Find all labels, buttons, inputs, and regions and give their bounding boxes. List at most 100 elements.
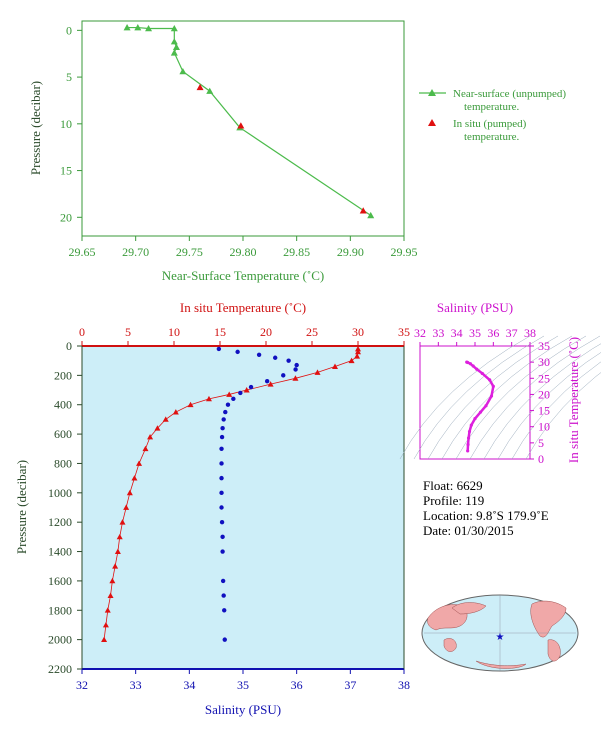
near-surface-point (145, 24, 153, 32)
salinity-point (293, 367, 298, 372)
float-info-block: Float: 6629 Profile: 119 Location: 9.8˚S 1… (423, 478, 549, 538)
ts-y-tick-label: 5 (538, 436, 544, 450)
profile-plot-background (82, 346, 404, 669)
near-surface-line (127, 26, 372, 216)
map-float-marker: ★ (496, 632, 505, 643)
salinity-point (219, 505, 224, 510)
temperature-point (162, 416, 169, 422)
temperature-point (102, 621, 109, 628)
top-x-tick-label: 29.85 (283, 245, 310, 259)
legend-label-near-surface: Near-surface (unpumped) (453, 88, 566, 100)
ts-diagram: 32 33 34 35 36 37 38 0 5 10 15 20 25 30 35 Salinity (… (399, 300, 601, 466)
top-x-label: Near-Surface Temperature (˚C) (162, 268, 324, 283)
profile-y-tick-label: 0 (66, 339, 72, 353)
ts-point (484, 404, 488, 408)
ts-point (473, 417, 477, 421)
salinity-point (219, 446, 224, 451)
salinity-tick-label: 37 (344, 678, 356, 692)
salinity-point (223, 409, 228, 415)
temperature-line (103, 348, 359, 640)
ts-point (478, 410, 483, 414)
top-y-label: Pressure (decibar) (28, 81, 43, 175)
ts-y-axis: 0 5 10 15 20 25 30 35 (530, 339, 550, 466)
temperature-point (112, 563, 119, 569)
isopycnal-line (455, 335, 587, 460)
salinity-tick-label: 36 (291, 678, 303, 692)
temperature-point (348, 357, 355, 364)
ts-y-tick-label: 15 (538, 404, 550, 418)
salinity-tick-label: 34 (183, 678, 195, 692)
ts-y-tick-label: 30 (538, 355, 550, 369)
salinity-point (273, 355, 278, 360)
top-series-group (123, 24, 375, 219)
salinity-point (219, 490, 224, 496)
temperature-point (332, 363, 338, 369)
ts-point (480, 371, 484, 376)
salinity-point (225, 402, 231, 407)
ts-point (467, 429, 472, 434)
top-y-tick-label: 20 (60, 210, 72, 224)
legend-label-near-surface-2: temperature. (464, 101, 520, 113)
temperature-point (187, 401, 194, 408)
profile-series-group (101, 345, 361, 643)
temperature-point (205, 395, 212, 402)
isopycnal-line (497, 351, 601, 460)
ts-y-tick-label: 20 (538, 387, 550, 401)
in-situ-point (196, 83, 204, 91)
temperature-point (104, 607, 111, 613)
temperature-tick-label: 25 (306, 325, 318, 339)
salinity-point (220, 549, 225, 554)
map-land-australia (443, 638, 457, 652)
profile-chart: 0200400600800100012001400160018002000220… (14, 300, 410, 717)
salinity-point (219, 475, 224, 481)
salinity-point (294, 362, 299, 368)
top-x-tick-label: 29.90 (337, 245, 364, 259)
temperature-point (131, 475, 138, 481)
temperature-point (147, 434, 154, 440)
ts-x-tick-label: 38 (524, 326, 536, 340)
salinity-point (256, 352, 262, 358)
top-y-tick-label: 15 (60, 164, 72, 178)
profile-y-tick-label: 1200 (48, 515, 72, 529)
near-surface-point (170, 38, 178, 45)
salinity-point (220, 534, 225, 540)
map-land-north-america (530, 600, 567, 638)
temperature-tick-label: 20 (260, 325, 272, 339)
float-location: Location: 9.8˚S 179.9˚E (423, 508, 549, 523)
ts-isopycnal-lines (399, 335, 601, 460)
isopycnal-line (413, 335, 545, 460)
ts-y-tick-label: 10 (538, 420, 550, 434)
temperature-point (355, 348, 361, 355)
temperature-point (109, 577, 116, 584)
top-x-tick-label: 29.65 (69, 245, 96, 259)
ts-series-group (465, 360, 495, 453)
ts-point (471, 364, 475, 368)
map-land-siberia (451, 602, 487, 615)
legend-marker-in-situ (428, 119, 436, 126)
in-situ-point (237, 122, 245, 129)
temperature-point (116, 533, 123, 540)
top-x-axis: 29.65 29.70 29.75 29.80 29.85 29.90 29.95 (69, 236, 418, 259)
ts-point (491, 384, 495, 388)
salinity-point (220, 578, 226, 584)
temperature-tick-label: 15 (214, 325, 226, 339)
temperature-tick-label: 0 (79, 325, 85, 339)
profile-temperature-axis: 0 5 10 15 20 25 30 35 (79, 325, 410, 346)
ts-y-tick-label: 25 (538, 371, 550, 385)
profile-y-tick-label: 600 (54, 427, 72, 441)
float-id: Float: 6629 (423, 478, 483, 493)
location-map: ★ (421, 594, 579, 672)
salinity-point (221, 593, 226, 598)
isopycnal-line (511, 361, 601, 460)
isopycnal-line (525, 372, 601, 460)
salinity-point (219, 519, 225, 525)
temperature-point (136, 460, 143, 466)
top-legend: Near-surface (unpumped) temperature. In … (419, 88, 566, 143)
profile-y-tick-label: 1600 (48, 574, 72, 588)
map-graticule (424, 595, 576, 671)
salinity-point (286, 358, 291, 363)
temperature-point (123, 504, 130, 510)
top-plot-frame (81, 20, 405, 237)
salinity-point (222, 637, 227, 642)
legend-label-in-situ-2: temperature. (464, 131, 520, 143)
